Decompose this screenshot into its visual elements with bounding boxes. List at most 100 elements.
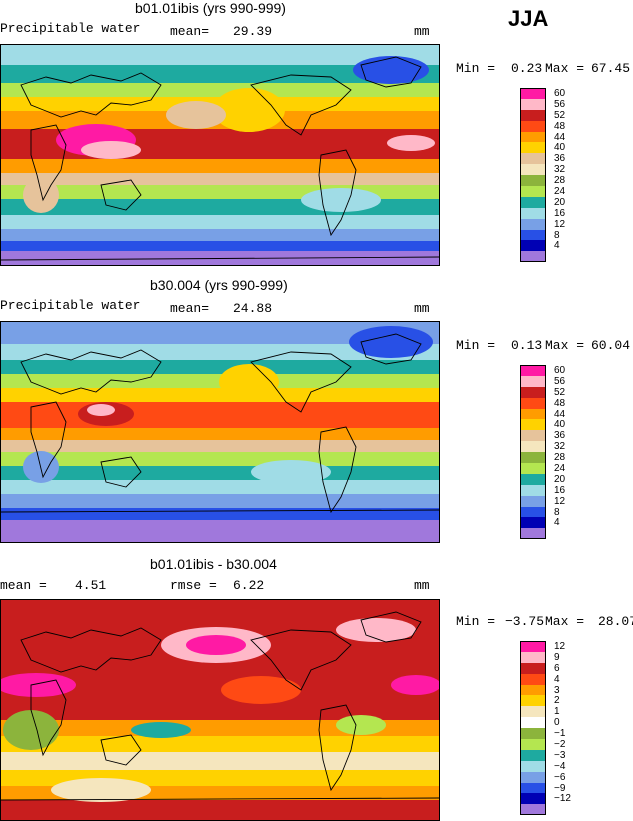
legend-swatch — [520, 218, 546, 230]
legend-swatch — [520, 662, 546, 674]
legend-swatch — [520, 365, 546, 376]
legend-swatch — [520, 98, 546, 110]
legend-swatch — [520, 120, 546, 132]
legend-label: 20 — [554, 196, 566, 208]
legend-swatch — [520, 109, 546, 121]
legend-swatch — [520, 131, 546, 143]
legend-label: 12 — [554, 495, 566, 507]
legend-label: 40 — [554, 142, 566, 154]
legend-swatch — [520, 473, 546, 485]
legend-label: 52 — [554, 109, 566, 121]
legend-swatch — [520, 397, 546, 409]
legend-swatch — [520, 164, 546, 176]
panel-3-max-value: 28.07 — [598, 614, 633, 629]
legend-label: 8 — [554, 229, 560, 241]
legend-swatch — [520, 153, 546, 165]
legend-swatch — [520, 175, 546, 187]
legend-swatch — [520, 771, 546, 783]
legend-swatch — [520, 386, 546, 398]
legend-swatch — [520, 484, 546, 496]
panel-2-units: mm — [414, 301, 430, 316]
panel-3-title: b01.01ibis - b30.004 — [150, 556, 277, 572]
panel-3-units: mm — [414, 578, 430, 593]
panel-3-min-value: −3.75 — [505, 614, 545, 629]
legend-label: −12 — [554, 793, 571, 805]
legend-swatch — [520, 673, 546, 685]
legend-swatch — [520, 207, 546, 219]
panel-2-min-label: Min = — [456, 338, 496, 353]
panel-1-min-label: Min = — [456, 61, 496, 76]
legend-label: 6 — [554, 662, 560, 674]
legend-swatch — [520, 695, 546, 707]
legend-label: 9 — [554, 651, 560, 663]
legend-swatch — [520, 804, 546, 816]
panel-3-max-label: Max = — [545, 614, 585, 629]
legend-label: −6 — [554, 771, 566, 783]
legend-label: 36 — [554, 430, 566, 442]
panel-3-mean-label: mean = — [0, 578, 47, 593]
legend-swatch — [520, 728, 546, 740]
legend-swatch — [520, 375, 546, 387]
legend-swatch — [520, 760, 546, 772]
legend-swatch — [520, 240, 546, 252]
legend-label: 12 — [554, 641, 566, 652]
panel-1-min-value: 0.23 — [511, 61, 543, 76]
panel-3-rmse-label: rmse = — [170, 578, 217, 593]
legend-label: −9 — [554, 782, 566, 794]
panel-2-variable-label: Precipitable water — [0, 298, 141, 313]
legend-swatch — [520, 506, 546, 518]
legend-swatch — [520, 251, 546, 263]
legend-label: 4 — [554, 517, 560, 529]
panel-3-min-label: Min = — [456, 614, 496, 629]
legend-swatch — [520, 528, 546, 540]
legend-swatch — [520, 651, 546, 663]
panel-1-max-label: Max = — [545, 61, 585, 76]
panel-2-max-value: 60.04 — [591, 338, 631, 353]
panel-2-map — [0, 321, 440, 543]
legend-swatch — [520, 739, 546, 750]
legend-swatch — [520, 229, 546, 241]
legend-label: 44 — [554, 131, 566, 143]
legend-label: 36 — [554, 153, 566, 165]
panel-2-mean-value: 24.88 — [233, 301, 273, 316]
legend-swatch — [520, 517, 546, 529]
legend-swatch — [520, 463, 546, 474]
legend-label: 60 — [554, 88, 566, 99]
legend-label: 3 — [554, 684, 560, 696]
legend-label: 48 — [554, 397, 566, 409]
legend-label: 28 — [554, 175, 566, 187]
legend-swatch — [520, 142, 546, 154]
panel-3-map — [0, 599, 440, 821]
panel-2-mean-label: mean= — [170, 301, 210, 316]
legend-label: 16 — [554, 207, 566, 219]
panel-3-mean-value: 4.51 — [75, 578, 107, 593]
legend-swatch — [520, 684, 546, 696]
legend-swatch — [520, 706, 546, 718]
legend-label: 32 — [554, 164, 566, 176]
season-label: JJA — [508, 6, 549, 31]
legend-swatch — [520, 717, 546, 729]
panel-3-map-svg — [1, 600, 439, 820]
legend-label: 40 — [554, 419, 566, 431]
legend-swatch — [520, 196, 546, 208]
legend-label: 0 — [554, 717, 560, 729]
panel-2-max-label: Max = — [545, 338, 585, 353]
legend-swatch — [520, 452, 546, 464]
legend-label: 56 — [554, 98, 566, 110]
panel-1-units: mm — [414, 24, 430, 39]
legend-label: 44 — [554, 408, 566, 420]
legend-swatch — [520, 419, 546, 431]
legend-label: 24 — [554, 463, 566, 475]
legend-label: 2 — [554, 695, 560, 707]
legend-label: −2 — [554, 739, 566, 751]
legend-swatch — [520, 793, 546, 805]
legend-label: 1 — [554, 706, 560, 718]
legend-swatch — [520, 186, 546, 197]
legend-swatch — [520, 88, 546, 99]
legend-label: 4 — [554, 240, 560, 252]
legend-label: −4 — [554, 760, 566, 772]
legend-label: 32 — [554, 441, 566, 453]
panel-3-rmse-value: 6.22 — [233, 578, 265, 593]
legend-label: 4 — [554, 673, 560, 685]
legend-label: 24 — [554, 186, 566, 198]
